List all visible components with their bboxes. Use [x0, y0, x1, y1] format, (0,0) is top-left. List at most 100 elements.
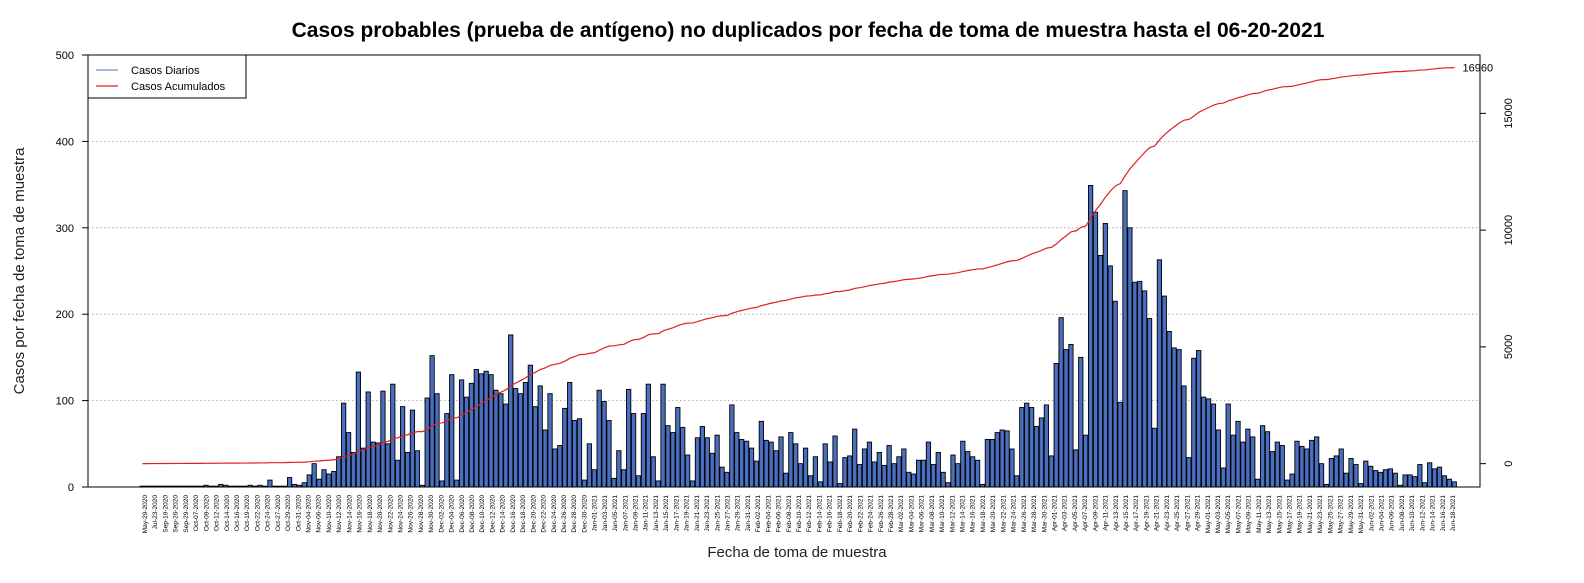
bar [1230, 434, 1236, 488]
bar [793, 443, 799, 488]
x-tick-label: Jun-10-2021 [1409, 495, 1416, 532]
bar [1171, 347, 1177, 488]
bar [930, 464, 936, 488]
x-tick-label: Jun-04-2021 [1378, 495, 1385, 532]
y-tick-label: 500 [56, 50, 74, 62]
bar [1240, 441, 1246, 488]
x-tick-label: Mar-14-2021 [960, 495, 967, 533]
bar [1377, 471, 1384, 488]
bar [1220, 467, 1226, 488]
x-tick-label: May-19-2021 [1297, 495, 1304, 534]
bar [1264, 431, 1271, 488]
bar [709, 452, 715, 488]
x-tick-label: Feb-22-2021 [857, 495, 864, 533]
bar [734, 432, 740, 488]
y-tick-label: 400 [56, 136, 74, 148]
x-tick-label: Apr-25-2021 [1174, 495, 1181, 532]
x-tick-label: Oct-24-2020 [265, 495, 272, 532]
bar [286, 477, 293, 488]
x-tick-label: Dec-04-2020 [449, 495, 456, 533]
bar [1348, 458, 1354, 488]
bar [685, 454, 691, 488]
bar [1289, 473, 1295, 488]
bar [1210, 403, 1217, 488]
bar [1417, 464, 1423, 488]
bar [881, 464, 887, 488]
bar [802, 447, 809, 488]
y-axis-title: Casos por fecha de toma de muestra [11, 147, 28, 394]
bar [1078, 356, 1084, 488]
x-tick-label: Jan-07-2021 [622, 495, 629, 532]
x-tick-label: Mar-30-2021 [1041, 495, 1048, 533]
bar [940, 471, 946, 488]
bar [557, 445, 563, 488]
bar [355, 371, 361, 488]
bar [827, 461, 833, 488]
x-tick-label: Dec-28-2020 [571, 495, 578, 533]
y2-tick-label: 0 [1503, 461, 1515, 467]
x-tick-label: Feb-02-2021 [755, 495, 762, 533]
bar [1309, 439, 1315, 488]
bar [1422, 482, 1428, 488]
x-tick-label: Dec-24-2020 [551, 495, 558, 533]
x-tick-label: Apr-01-2021 [1051, 495, 1058, 532]
bar [1063, 349, 1069, 488]
x-tick-label: Feb-14-2021 [816, 495, 823, 533]
bar [1333, 455, 1339, 488]
x-tick-label: Sep-26-2020 [173, 495, 180, 533]
x-tick-label: Nov-24-2020 [397, 495, 404, 533]
x-tick-label: Dec-20-2020 [530, 495, 537, 533]
bar [1363, 460, 1369, 488]
bar [989, 439, 995, 488]
bar [719, 466, 725, 488]
bar [306, 474, 312, 488]
x-tick-label: Jan-13-2021 [653, 495, 660, 532]
x-tick-label: Apr-23-2021 [1164, 495, 1171, 532]
bar [626, 388, 632, 488]
bar [1122, 190, 1128, 488]
x-tick-label: Feb-06-2021 [776, 495, 783, 533]
x-tick-label: Nov-10-2020 [326, 495, 333, 533]
bar [645, 383, 651, 488]
y-tick-label: 100 [56, 396, 74, 408]
x-tick-label: Dec-10-2020 [479, 495, 486, 533]
bar [704, 437, 710, 488]
bar [891, 463, 897, 488]
bar [822, 443, 828, 488]
y-tick-label: 200 [56, 309, 74, 321]
bar [581, 479, 588, 488]
bar [640, 413, 647, 488]
x-tick-label: Sep-19-2020 [162, 495, 169, 533]
x-tick-label: Oct-29-2020 [285, 495, 292, 532]
plot-frame [87, 54, 1481, 488]
bar [1166, 331, 1172, 488]
x-tick-label: Oct-14-2020 [224, 495, 231, 532]
bar [783, 472, 789, 488]
bar [935, 451, 941, 488]
bar [341, 402, 347, 488]
bar [1255, 478, 1261, 488]
x-tick-label: May-25-2021 [1327, 495, 1334, 534]
x-tick-label: Apr-19-2021 [1143, 495, 1150, 532]
bar [994, 432, 1000, 488]
x-tick-label: Nov-28-2020 [418, 495, 425, 533]
bar [857, 464, 863, 488]
bar [429, 355, 435, 488]
x-tick-label: Mar-24-2021 [1011, 495, 1018, 533]
bar [812, 456, 818, 488]
x-tick-label: Apr-17-2021 [1133, 495, 1140, 532]
bar [1181, 385, 1187, 488]
x-tick-label: Mar-26-2021 [1021, 495, 1028, 533]
bar [439, 480, 445, 488]
bar [896, 456, 902, 488]
x-tick-label: Nov-14-2020 [346, 495, 353, 533]
bar [1043, 404, 1049, 488]
bar [1436, 466, 1443, 488]
bar [773, 450, 779, 488]
bar [999, 429, 1005, 488]
bar [1156, 259, 1162, 488]
bar [1235, 420, 1241, 488]
x-tick-label: Nov-20-2020 [377, 495, 384, 533]
x-tick-label: Jan-15-2021 [663, 495, 670, 532]
bar [1024, 402, 1030, 488]
